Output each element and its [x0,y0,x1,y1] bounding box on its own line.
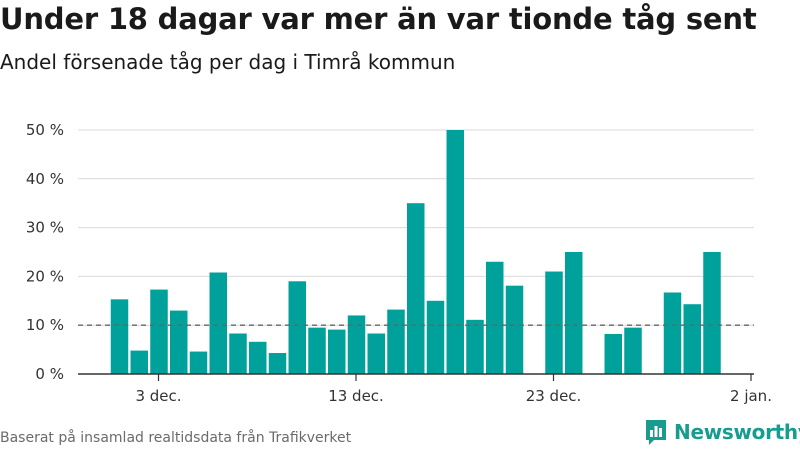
bar [466,319,484,374]
newsworthy-logo: Newsworthy [644,418,800,446]
x-tick-label: 3 dec. [135,387,181,405]
bar [663,292,682,374]
bar [703,252,721,374]
y-tick-label: 40 % [26,170,64,188]
bar [189,351,208,374]
bar [209,272,227,374]
bar [268,353,287,374]
source-note: Baserat på insamlad realtidsdata från Tr… [0,430,352,446]
y-tick-label: 10 % [26,316,64,334]
bar-chart: 3 dec. 13 dec. 23 dec. 2 jan. 0 % 10 % 20 % 30… [26,121,772,405]
x-tick-label: 23 dec. [526,387,582,405]
bar [288,281,306,374]
x-tick-label: 2 jan. [730,387,772,405]
bar [130,350,148,374]
chart-title: Under 18 dagar var mer än var tionde tåg… [0,2,757,36]
x-tick-label: 13 dec. [328,387,384,405]
bar [426,300,445,374]
bar [624,327,642,374]
logo-text: Newsworthy [674,420,800,444]
y-tick-label: 20 % [26,267,64,285]
bar [407,203,425,374]
y-tick-label: 30 % [26,219,64,237]
bar [683,304,701,374]
bar [387,309,405,374]
bar [308,327,326,374]
bar-chart-icon [646,420,666,445]
bar [347,315,366,374]
y-tick-label: 0 % [35,365,64,383]
bar [505,285,524,374]
y-tick-label: 50 % [26,121,64,139]
bar [565,252,583,374]
bar [328,329,346,374]
bar [170,310,188,374]
bar [229,333,247,374]
chart-subtitle: Andel försenade tåg per dag i Timrå komm… [0,50,456,74]
x-axis: 3 dec. 13 dec. 23 dec. 2 jan. [78,373,772,405]
bar [367,333,385,374]
bar [486,261,504,374]
bar [446,130,464,374]
bar [150,289,168,374]
bar [604,333,622,374]
bar [249,341,267,374]
bars [110,130,721,374]
y-axis-labels: 0 % 10 % 20 % 30 % 40 % 50 % [26,121,64,383]
bar [545,271,563,374]
bar [110,299,129,374]
